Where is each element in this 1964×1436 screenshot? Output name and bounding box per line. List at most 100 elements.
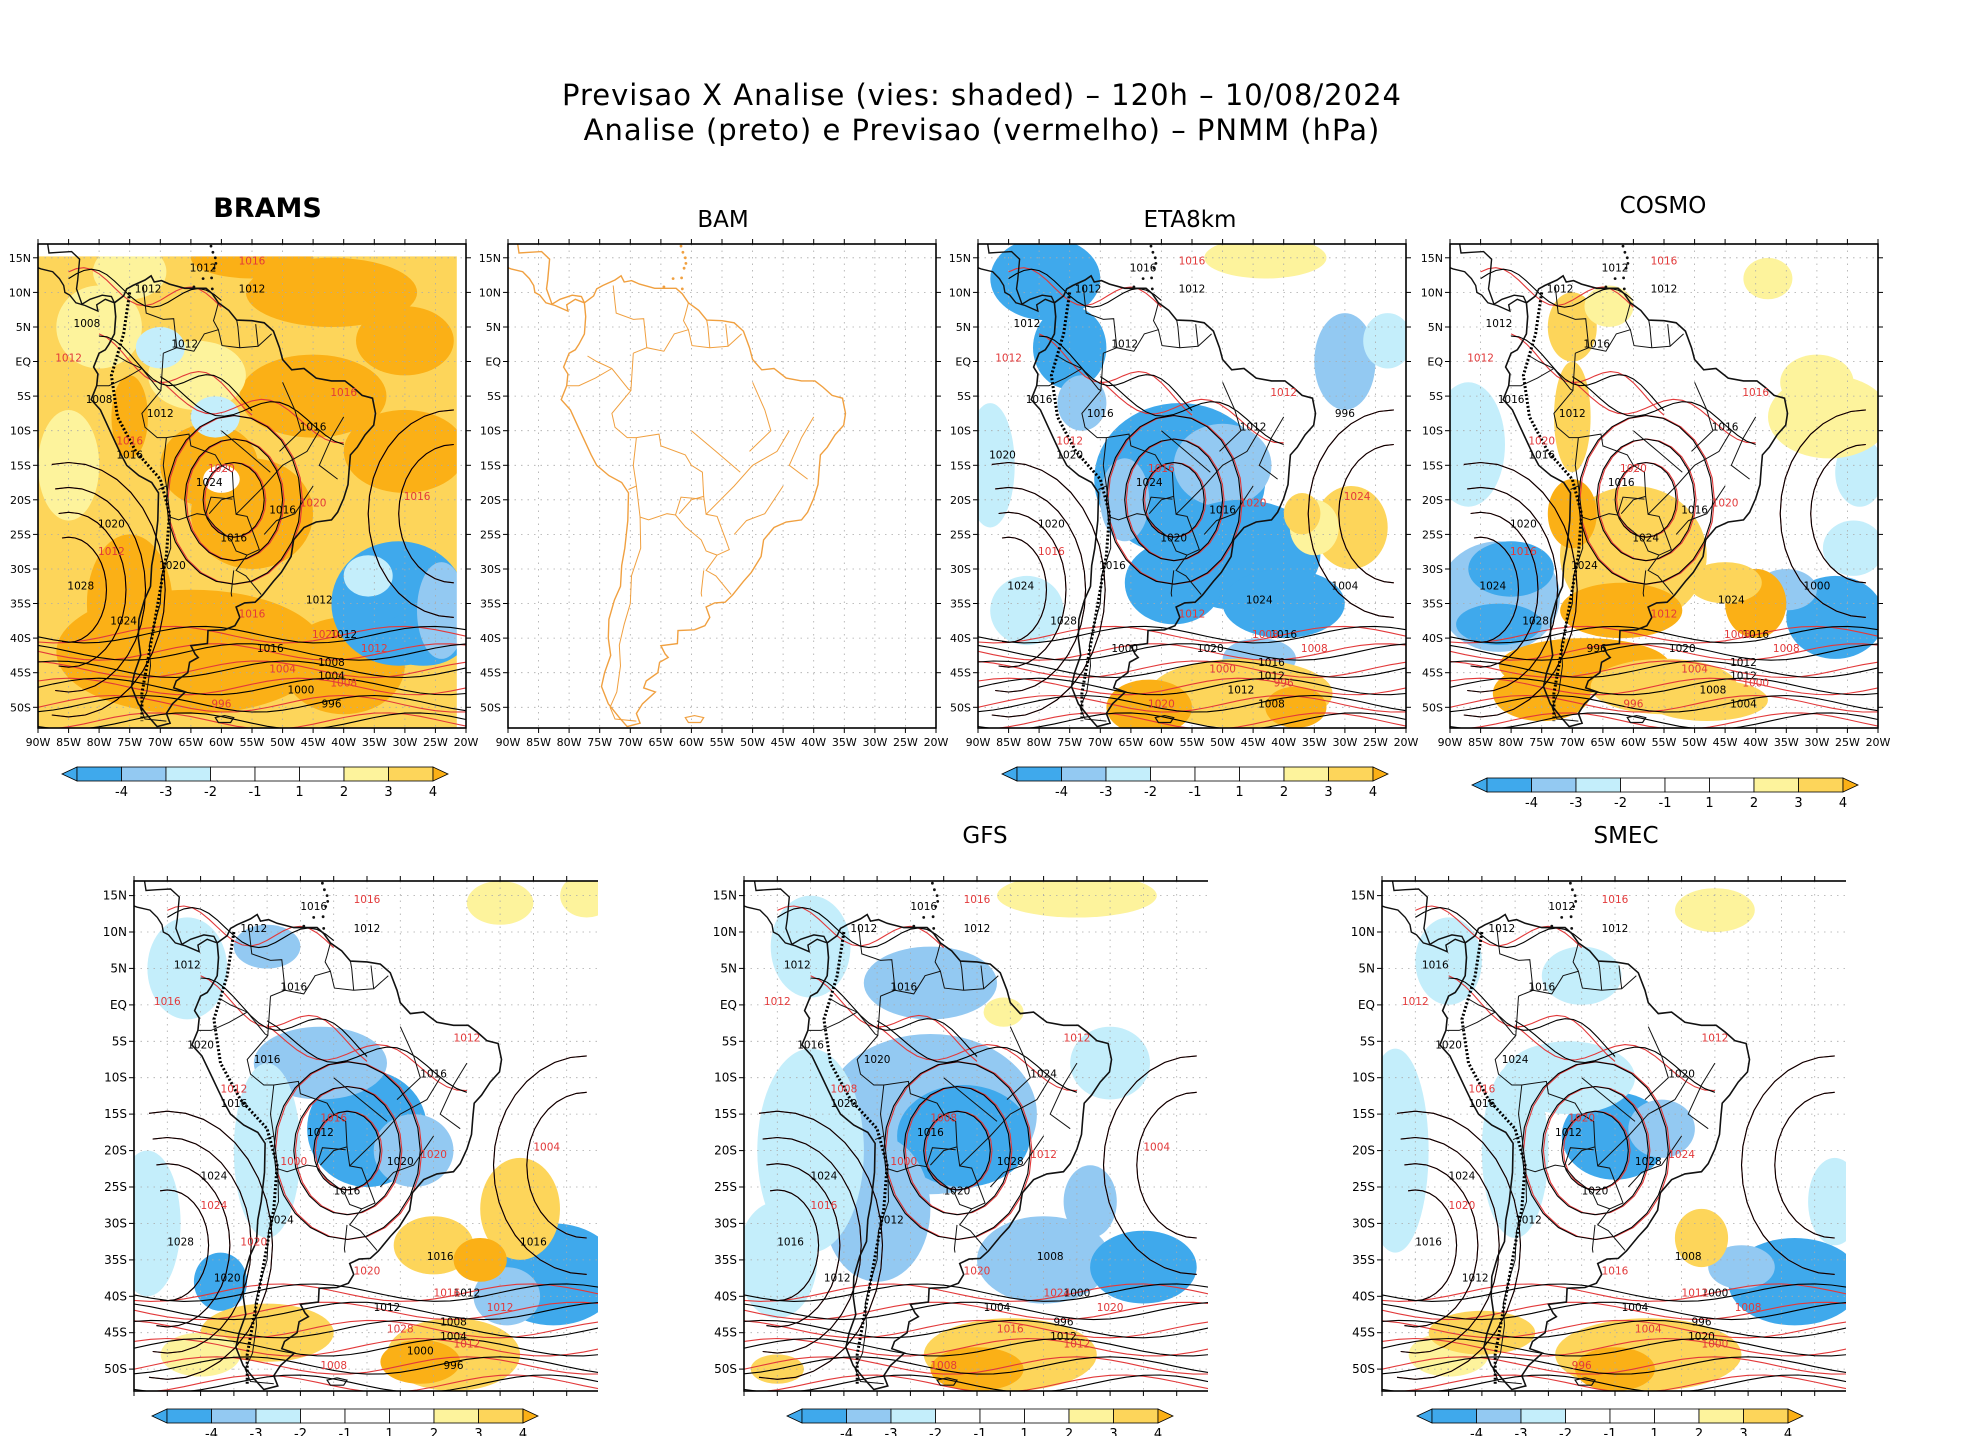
colorbar-label: 2: [1280, 785, 1288, 800]
isobar-label-forecast: 1012: [55, 353, 82, 365]
lat-label: 40S: [480, 632, 501, 645]
island: [921, 872, 924, 875]
isobar-label-analysis: 1016: [1469, 1098, 1496, 1110]
forecast-isobar: [978, 625, 1406, 644]
forecast-isobar: [810, 975, 978, 1062]
lat-label: 15S: [714, 1107, 737, 1121]
island: [211, 250, 215, 254]
isobar-label-analysis: 1004: [984, 1302, 1011, 1314]
lon-label: 50W: [270, 736, 295, 749]
island: [1154, 262, 1158, 265]
coastline-south-america: [90, 274, 377, 728]
isobar-label-analysis: 1012: [850, 923, 877, 935]
lat-label: 15N: [1421, 252, 1443, 265]
lon-label: 55W: [710, 736, 735, 749]
lon-label: 50W: [1635, 1398, 1662, 1399]
island: [201, 236, 204, 239]
bias-shading-region: [343, 409, 466, 493]
lat-label: 25S: [950, 528, 971, 541]
isobar-label-forecast: 1008: [320, 1360, 347, 1372]
bias-shading-region: [1090, 1230, 1197, 1304]
analysis-isobar: [1779, 409, 1866, 618]
isobar-label-forecast: 1016: [1602, 894, 1629, 906]
analysis-isobar: [99, 335, 253, 411]
lat-label: 5S: [487, 390, 501, 403]
isobar-label-forecast: 1020: [354, 1265, 381, 1277]
lat-label: EQ: [955, 356, 971, 369]
lon-label: 40W: [1271, 736, 1296, 749]
forecast-isobar: [978, 694, 1406, 713]
forecast-isobar: [159, 380, 344, 444]
isobar-label-analysis: 1008: [318, 657, 345, 669]
colorbar-label: 3: [1324, 785, 1332, 800]
analysis-isobar: [978, 643, 1406, 661]
lat-label: 15N: [713, 889, 737, 903]
lon-label: 80W: [797, 1398, 824, 1399]
isobar-label-analysis: 1004: [1332, 581, 1359, 593]
analysis-isobar: [991, 461, 1106, 718]
colorbar-segment: [1654, 1408, 1700, 1424]
isobar-label-analysis: 1024: [1030, 1069, 1057, 1081]
colorbar-segment: [344, 1408, 390, 1424]
analysis-isobar: [1463, 461, 1578, 718]
bias-shading-region: [1645, 679, 1768, 721]
lon-label: 80W: [187, 1398, 214, 1399]
island: [936, 900, 940, 903]
isobar-label-forecast: 1016: [1469, 1083, 1496, 1095]
colorbar-segment: [478, 1408, 524, 1424]
country-border: [165, 485, 233, 521]
isobar-label-analysis: 1012: [1651, 283, 1678, 295]
analysis-isobar: [61, 536, 108, 643]
isobar-label-forecast: 1020: [420, 1149, 447, 1161]
island: [312, 916, 316, 919]
colorbar-label: 2: [1065, 1427, 1073, 1436]
country-border: [343, 1224, 348, 1253]
analysis-isobar: [526, 1091, 587, 1239]
lon-label: 20W: [1196, 1398, 1208, 1399]
lat-label: 10S: [480, 425, 501, 438]
lat-label: 5N: [1358, 961, 1375, 975]
lat-label: 50S: [104, 1362, 127, 1376]
lon-label: 90W: [26, 736, 51, 749]
lon-label: 40W: [331, 736, 356, 749]
analysis-isobar: [134, 1374, 598, 1391]
colorbar-label: 4: [519, 1427, 527, 1436]
analysis-isobar: [978, 625, 1406, 644]
colorbar-label: 1: [1705, 796, 1713, 811]
isobar-label-analysis: 1012: [239, 283, 266, 295]
bias-shading-region: [356, 306, 454, 376]
isobar-label-analysis: 1012: [1730, 671, 1757, 683]
analysis-isobar: [744, 1374, 1208, 1391]
colorbar-label: -1: [1659, 796, 1672, 811]
country-border: [1195, 324, 1199, 347]
colorbar-segment: [433, 1408, 479, 1424]
lat-label: 20S: [950, 494, 971, 507]
forecast-isobar: [1448, 975, 1616, 1062]
analysis-isobar: [883, 1061, 1031, 1241]
isobar-label-forecast: 1020: [208, 463, 235, 475]
isobar-label-analysis: 1016: [1422, 959, 1449, 971]
isobar-label-analysis: 1008: [74, 318, 101, 330]
isobar-label-forecast: 1016: [330, 387, 357, 399]
forecast-isobar: [152, 1374, 598, 1391]
analysis-isobar: [1338, 443, 1394, 584]
colorbar-label: -2: [1559, 1427, 1572, 1436]
bias-shading-region: [1450, 382, 1505, 507]
isobar-label-analysis: 1028: [1522, 615, 1549, 627]
isobar-label-forecast: 1012: [487, 1302, 514, 1314]
map-panel-smec: 1012 1012 1012 1016 1016 1020 1024 1020 1016 1012…: [1351, 876, 1846, 1399]
analysis-isobar: [1467, 486, 1559, 693]
isobar-label-analysis: 1008: [1675, 1251, 1702, 1263]
colorbar-label: 4: [1839, 796, 1847, 811]
country-border: [1597, 1077, 1689, 1167]
lon-label: 20W: [454, 736, 479, 749]
analysis-isobar: [978, 694, 1406, 713]
lat-label: 15S: [104, 1107, 127, 1121]
analysis-isobar: [744, 1301, 1208, 1321]
lon-label: 20W: [1394, 736, 1419, 749]
lon-label: 40W: [801, 736, 826, 749]
lat-label: 25S: [1352, 1180, 1375, 1194]
lat-label: 30S: [1422, 563, 1443, 576]
isobar-label-analysis: 1020: [159, 560, 186, 572]
